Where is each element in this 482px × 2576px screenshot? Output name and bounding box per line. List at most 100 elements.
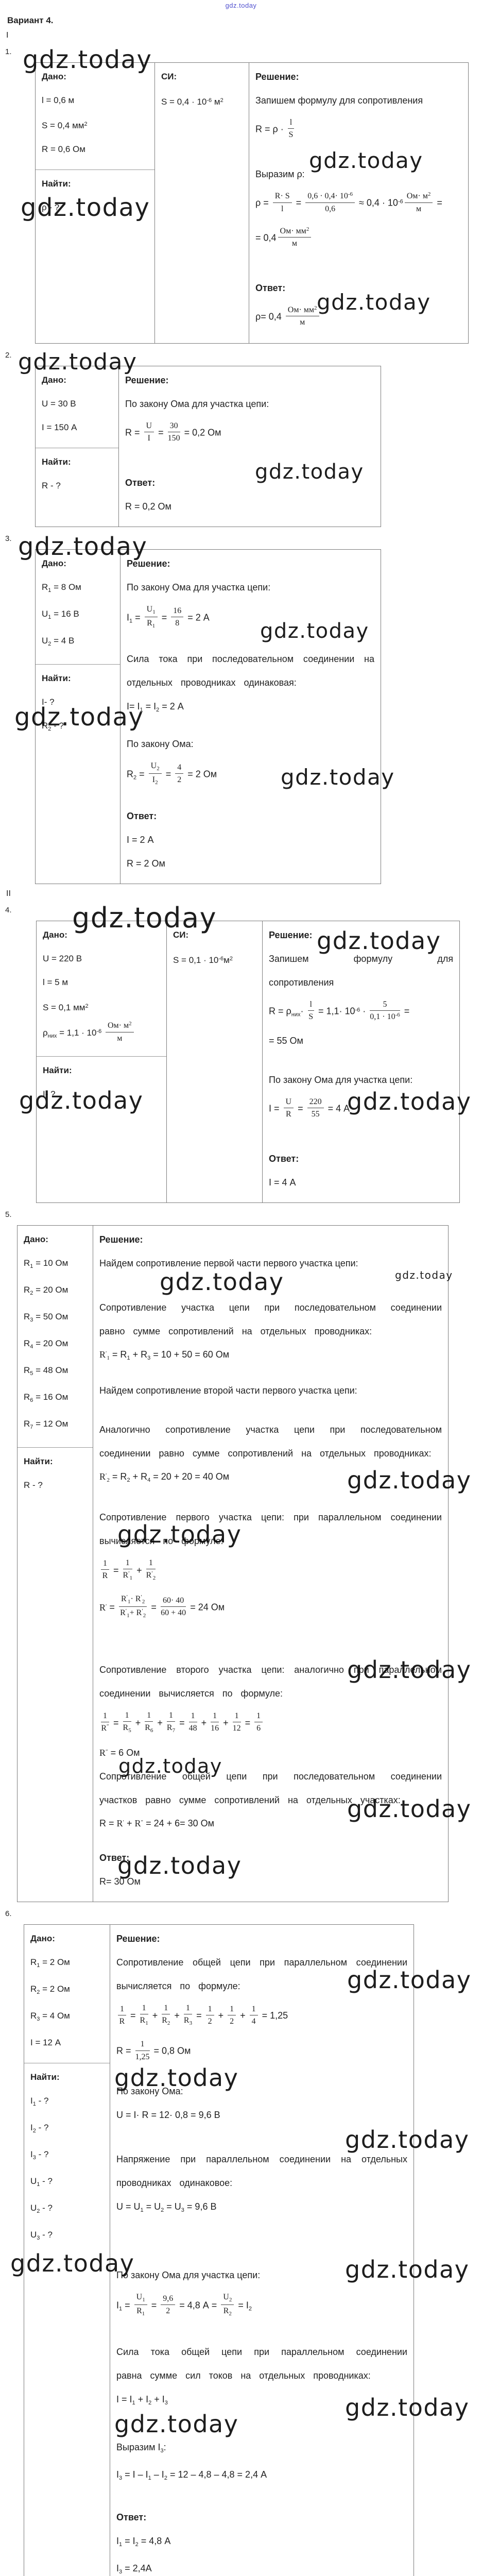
problem-3: 3. Дано: R1 = 8 Ом U1 = 16 В U2 = 4 В Найти: I… <box>0 532 482 884</box>
formula-line: ρ= 0,4 Ом· мм2 м <box>255 300 462 334</box>
text-line: Сопротивление общей цепи при параллельно… <box>116 1957 407 1992</box>
section-heading: Дано: <box>42 558 66 568</box>
fraction-numerator: 1 <box>146 1558 156 1569</box>
given-section: Дано: l = 0,6 м S = 0,4 мм2 R = 0,6 Ом <box>36 63 154 170</box>
text-line: = 55 Ом <box>269 1036 303 1046</box>
site-link[interactable]: gdz.today <box>225 2 257 9</box>
given-section: Дано: R1 = 2 Ом R2 = 2 Ом R3 = 4 Ом I = 12 А <box>24 1925 110 2063</box>
si-section: СИ: S = 0,1 · 10-6м2 <box>167 921 262 980</box>
formula-line: I1 = U1 R1 = 9,6 2 = 4,8 А = U2 R2 = I2 <box>116 2292 252 2317</box>
text-line: Сопротивление общей цепи при последовате… <box>99 1771 442 1806</box>
solution-section: Решение: Сопротивление общей цепи при пар… <box>110 1925 414 2576</box>
fraction-numerator: U1 <box>144 604 158 618</box>
text-line: l = 5 м <box>43 977 68 987</box>
fraction-numerator: l <box>287 117 295 129</box>
given-find-column: Дано: R1 = 8 Ом U1 = 16 В U2 = 4 В Найти: I- … <box>36 549 120 884</box>
solution-column: Решение: По закону Ома для участка цепи: R… <box>119 366 381 527</box>
find-section: Найти: I- ? R2 - ? <box>36 664 120 749</box>
fraction-numerator: U <box>144 421 154 432</box>
fraction-numerator: Ом· м2 <box>105 1021 134 1032</box>
text-line: U = U1 = U2 = U3 = 9,6 В <box>116 2201 217 2213</box>
fraction-numerator: Ом· мм2 <box>278 226 312 238</box>
fraction-numerator: l <box>307 999 314 1011</box>
problem-number: 1. <box>5 47 12 56</box>
solution-table: Дано: R1 = 10 Ом R2 = 20 Ом R3 = 50 Ом R4 = … <box>17 1225 449 1903</box>
problem-number: 5. <box>5 1210 12 1219</box>
fraction-denominator: l <box>281 204 284 213</box>
fraction-denominator: 8 <box>175 619 180 628</box>
formula-line: = 0,4 Ом· мм2 м <box>255 221 462 256</box>
text-line: I = 150 А <box>42 422 77 432</box>
section-heading: Решение: <box>127 558 170 569</box>
formula-line: 1 R″ = 1 R5 + 1 R6 + 1 R7 = 1 48 + 1 16 + 1 12 … <box>99 1705 442 1741</box>
text-line: Найдем сопротивление первой части первог… <box>99 1258 358 1269</box>
fraction: 1 16 <box>211 1711 219 1733</box>
si-section: СИ: S = 0,4 · 10-6 м2 <box>155 63 249 122</box>
fraction: U1 R1 <box>134 2292 147 2317</box>
fraction-denominator: R1 <box>147 619 156 630</box>
fraction-numerator: 1 <box>211 1711 219 1723</box>
fraction: R′1· R′2 R′1+ R′2 <box>118 1594 147 1619</box>
serif-symbol: R″ <box>99 1747 108 1758</box>
fraction: Ом· м2 м <box>105 1021 134 1043</box>
section-heading: Дано: <box>24 1234 48 1245</box>
problem-2: 2. Дано: U = 30 В I = 150 А Найти: R - ? Решен… <box>0 349 482 527</box>
section-heading: Дано: <box>42 72 66 81</box>
si-column: СИ: S = 0,4 · 10-6 м2 <box>155 63 249 343</box>
given-find-column: Дано: U = 30 В I = 150 А Найти: R - ? <box>36 366 119 527</box>
problems-container: I 1. Дано: l = 0,6 м S = 0,4 мм2 R = 0,6 Ом На… <box>0 31 482 2576</box>
fraction: 1 R2 <box>162 2003 170 2027</box>
fraction-denominator: м <box>291 239 297 248</box>
text-line: S = 0,1 мм2 <box>43 1002 89 1012</box>
fraction-denominator: м <box>300 318 305 327</box>
fraction-denominator: 60 + 40 <box>161 1608 186 1618</box>
fraction: 1 48 <box>188 1711 197 1733</box>
fraction-numerator: 1 <box>232 1711 241 1723</box>
text-line: ρ - ? <box>42 202 60 212</box>
solution-column: Решение: Запишем формулу для сопротивлени… <box>263 921 459 1203</box>
problem-number: 4. <box>5 905 12 914</box>
fraction-denominator: R′2 <box>146 1570 156 1581</box>
text-line: R= 30 Ом <box>99 1876 141 1887</box>
text-line: ρних = 1,1 · 10-6 Ом· м2 м <box>43 1020 160 1048</box>
fraction-denominator: S <box>308 1012 314 1021</box>
fraction-numerator: 220 <box>307 1097 324 1109</box>
text-line: I = 12 А <box>30 2038 61 2048</box>
section-heading: Найти: <box>42 673 71 683</box>
section-heading: Дано: <box>30 1934 55 1944</box>
problem-number: 6. <box>5 1909 12 1919</box>
problem-number: 3. <box>5 534 12 543</box>
fraction: 60· 40 60 + 40 <box>160 1596 186 1618</box>
fraction-numerator: U2 <box>148 761 162 774</box>
solution-section: Решение: Запишем формулу для сопротивлени… <box>249 63 468 343</box>
formula-line: R′ = R′1· R′2 R′1+ R′2 = 60· 40 60 + 40 = … <box>99 1594 225 1619</box>
fraction-numerator: Ом· м2 <box>404 191 433 203</box>
text-line: Сопротивление участка цепи при последова… <box>99 1302 442 1337</box>
formula-line: R = 1 1,25 = 0,8 Ом <box>116 2040 191 2061</box>
given-section: Дано: U = 30 В I = 150 А <box>36 366 118 448</box>
solution-table: Дано: R1 = 8 Ом U1 = 16 В U2 = 4 В Найти: I- … <box>35 549 381 884</box>
text-line: R - ? <box>24 1480 43 1490</box>
fraction-denominator: 150 <box>167 433 180 443</box>
fraction: 1 R5 <box>123 1710 131 1734</box>
text-line: Выразим I3: <box>116 2442 166 2454</box>
solution-column: Решение: Найдем сопротивление первой част… <box>93 1226 448 1902</box>
fraction: 1 R7 <box>166 1710 176 1734</box>
text-line: R4 = 20 Ом <box>24 1338 68 1350</box>
fraction-numerator: 4 <box>175 762 184 774</box>
section-heading: Решение: <box>99 1234 143 1245</box>
fraction: 0,6 · 0,4· 10-6 0,6 <box>305 191 355 213</box>
fraction-numerator: 1 <box>249 2004 258 2015</box>
text-line: По закону Ома для участка цепи: <box>125 398 269 409</box>
text-line: U = 30 В <box>42 398 76 409</box>
text-line: R = 0,6 Ом <box>42 144 85 154</box>
given-find-column: Дано: R1 = 10 Ом R2 = 20 Ом R3 = 50 Ом R4 = … <box>18 1226 93 1902</box>
